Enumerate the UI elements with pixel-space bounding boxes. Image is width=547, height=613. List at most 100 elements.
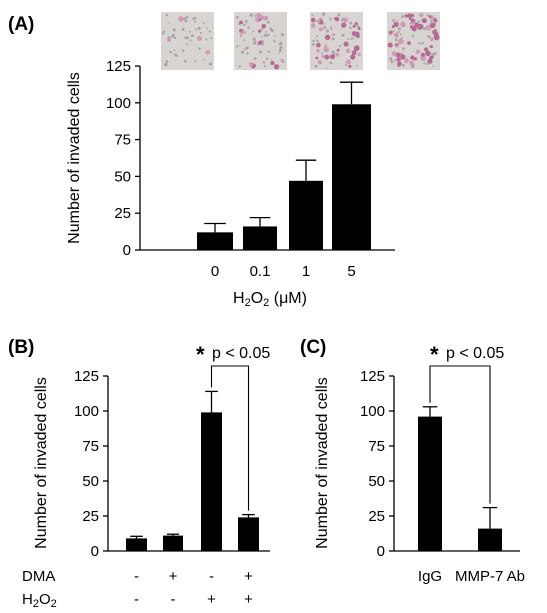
micrograph-cell — [310, 17, 316, 23]
micrograph-cell — [428, 15, 432, 18]
micrograph-speck — [173, 36, 177, 40]
micrograph-speck — [205, 38, 208, 41]
micrograph-speck — [269, 27, 272, 31]
micrograph-cell — [334, 16, 338, 20]
micrograph-speck — [426, 14, 429, 17]
bar — [332, 104, 371, 250]
micrograph-speck — [172, 33, 175, 37]
micrograph-cell — [316, 42, 321, 48]
micrograph-cell — [397, 38, 404, 45]
micrograph-speck — [260, 35, 263, 38]
micrograph-speck — [312, 39, 315, 42]
micrograph-speck — [350, 37, 354, 41]
micrograph-cell — [353, 45, 360, 51]
micrograph-speck — [347, 38, 350, 41]
micrograph-cell — [433, 18, 438, 23]
micrograph-cell — [420, 55, 427, 61]
micrograph-speck — [348, 26, 352, 30]
y-axis-label: Number of invaded cells — [314, 377, 331, 549]
micrograph-cell — [396, 57, 401, 62]
y-axis-label: Number of invaded cells — [66, 72, 83, 244]
micrograph-speck — [400, 33, 403, 36]
y-tick-label: 0 — [123, 242, 131, 259]
significance-label: p < 0.05 — [446, 345, 504, 362]
micrograph-cell — [350, 54, 356, 60]
micrograph-speck — [208, 30, 211, 33]
x-tick-label: 1 — [302, 263, 310, 280]
micrograph-speck — [397, 30, 400, 34]
micrograph-speck — [245, 46, 249, 50]
micrograph-speck — [356, 64, 359, 67]
micrograph-cell — [261, 23, 267, 29]
y-tick-label: 25 — [114, 205, 131, 222]
micrograph-cell — [239, 31, 243, 35]
micrograph-speck — [315, 20, 318, 23]
micrograph-speck — [162, 32, 165, 35]
micrograph-speck — [329, 26, 333, 29]
micrograph-cell — [273, 64, 280, 70]
micrograph-cell — [395, 52, 401, 58]
micrograph-speck — [254, 40, 257, 43]
micrograph-cell — [258, 29, 262, 33]
treatment-sign: - — [209, 568, 214, 585]
micrograph-cell — [413, 57, 417, 61]
micrograph-thumbnail — [161, 12, 214, 70]
axes — [389, 375, 520, 552]
micrograph-speck — [326, 29, 329, 33]
x-tick-label: MMP-7 Ab — [455, 568, 525, 585]
panel-a: (A) 0 25 50 75 100 125 0 0.1 1 5 Number of invaded … — [8, 12, 440, 309]
y-tick-label: 100 — [360, 403, 385, 420]
y-tick-label: 100 — [106, 95, 131, 112]
micrograph-speck — [169, 50, 172, 54]
micrograph-cell — [391, 51, 397, 57]
treatment-row-label-part: O — [39, 591, 51, 608]
x-axis-label-part: H — [233, 290, 245, 307]
micrograph-speck — [236, 45, 239, 48]
micrograph-cell — [167, 37, 172, 42]
micrograph-speck — [418, 42, 421, 45]
micrograph-speck — [433, 52, 437, 56]
micrograph-cell — [242, 30, 246, 34]
micrograph-cell — [341, 22, 347, 28]
micrograph-cell — [409, 60, 414, 66]
micrograph-speck — [261, 27, 264, 31]
bar — [197, 232, 233, 250]
treatment-row-label-part: 2 — [51, 598, 57, 610]
micrograph-speck — [390, 60, 394, 64]
y-tick-label: 50 — [82, 473, 99, 490]
micrograph-speck — [184, 19, 188, 23]
micrograph-cell — [263, 15, 269, 21]
micrograph-thumbnail — [310, 12, 363, 70]
micrograph-speck — [311, 14, 314, 16]
micrograph-cell — [256, 12, 261, 18]
x-axis-label-part: 2 — [263, 297, 269, 309]
treatment-sign: + — [244, 591, 253, 608]
micrograph-speck — [337, 13, 341, 17]
micrograph-speck — [184, 59, 187, 63]
micrograph-speck — [279, 46, 283, 49]
micrograph-cell — [395, 44, 399, 48]
treatment-sign: + — [207, 591, 216, 608]
micrograph-cell — [393, 32, 399, 38]
micrograph-speck — [316, 39, 319, 42]
micrograph-speck — [278, 52, 281, 54]
micrograph-cell — [310, 23, 316, 28]
y-tick-label: 25 — [82, 508, 99, 525]
micrograph-cell — [410, 18, 415, 23]
micrograph-cell — [414, 22, 420, 28]
micrograph-speck — [258, 50, 262, 54]
micrograph-speck — [194, 28, 197, 31]
micrograph-speck — [411, 34, 415, 38]
micrograph-cell — [270, 61, 275, 66]
panel-letter: (B) — [8, 337, 34, 358]
micrograph-cell — [343, 17, 349, 23]
micrograph-speck — [338, 44, 342, 47]
micrograph-cell — [315, 56, 319, 60]
treatment-row-label: DMA — [22, 568, 55, 585]
bar — [478, 528, 502, 551]
micrograph-cell — [429, 20, 433, 24]
significance-label: p < 0.05 — [212, 345, 270, 362]
treatment-row-label-part: H — [22, 591, 33, 608]
y-tick-label: 50 — [114, 168, 131, 185]
